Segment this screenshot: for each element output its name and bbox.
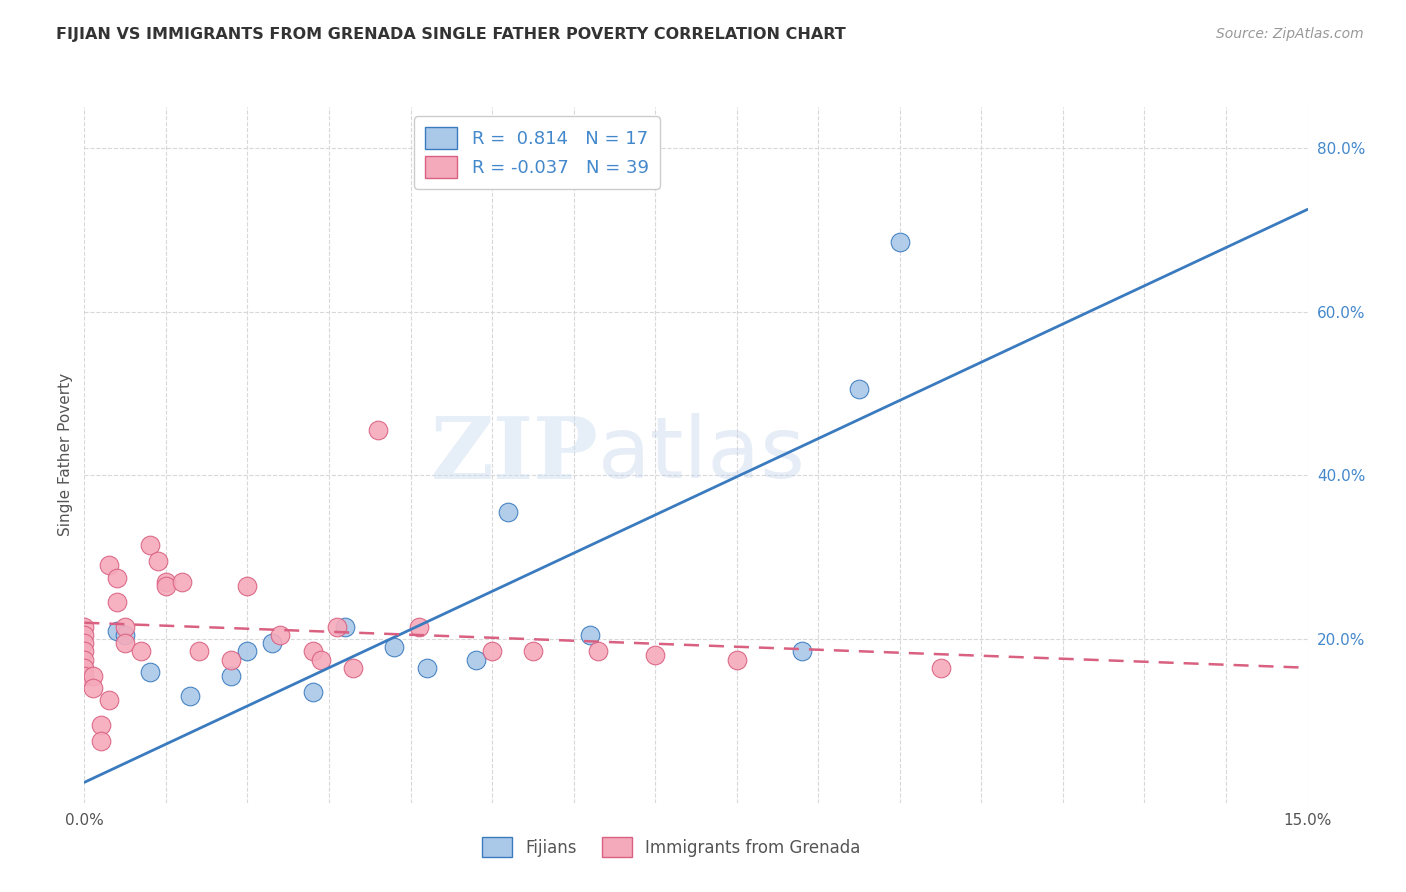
Point bbox=[73, 628, 96, 642]
Point bbox=[73, 661, 96, 675]
Point bbox=[114, 628, 136, 642]
Point bbox=[105, 571, 128, 585]
Point bbox=[498, 505, 520, 519]
Point bbox=[522, 644, 544, 658]
Point bbox=[82, 681, 104, 696]
Point bbox=[848, 383, 870, 397]
Legend: Fijians, Immigrants from Grenada: Fijians, Immigrants from Grenada bbox=[475, 830, 868, 864]
Point bbox=[179, 690, 201, 704]
Point bbox=[105, 595, 128, 609]
Point bbox=[464, 652, 486, 666]
Point bbox=[725, 652, 748, 666]
Point bbox=[301, 685, 323, 699]
Text: ZIP: ZIP bbox=[430, 413, 598, 497]
Point bbox=[579, 628, 602, 642]
Point bbox=[138, 538, 160, 552]
Y-axis label: Single Father Poverty: Single Father Poverty bbox=[58, 374, 73, 536]
Point bbox=[219, 669, 242, 683]
Point bbox=[138, 665, 160, 679]
Point bbox=[187, 644, 209, 658]
Point bbox=[408, 620, 430, 634]
Point bbox=[73, 644, 96, 658]
Point bbox=[73, 652, 96, 666]
Point bbox=[326, 620, 349, 634]
Point bbox=[301, 644, 323, 658]
Point bbox=[367, 423, 389, 437]
Point bbox=[382, 640, 405, 655]
Point bbox=[219, 652, 242, 666]
Point bbox=[260, 636, 283, 650]
Point bbox=[929, 661, 952, 675]
Point bbox=[90, 718, 112, 732]
Point bbox=[236, 579, 259, 593]
Point bbox=[644, 648, 666, 663]
Point bbox=[73, 620, 96, 634]
Point bbox=[586, 644, 609, 658]
Point bbox=[131, 644, 153, 658]
Point bbox=[155, 579, 177, 593]
Point bbox=[269, 628, 291, 642]
Point bbox=[155, 574, 177, 589]
Point bbox=[790, 644, 813, 658]
Point bbox=[97, 693, 120, 707]
Point bbox=[73, 669, 96, 683]
Point bbox=[889, 235, 911, 249]
Point bbox=[146, 554, 169, 568]
Point bbox=[73, 636, 96, 650]
Point bbox=[105, 624, 128, 638]
Point bbox=[114, 636, 136, 650]
Point bbox=[236, 644, 259, 658]
Point bbox=[114, 620, 136, 634]
Text: FIJIAN VS IMMIGRANTS FROM GRENADA SINGLE FATHER POVERTY CORRELATION CHART: FIJIAN VS IMMIGRANTS FROM GRENADA SINGLE… bbox=[56, 27, 846, 42]
Text: Source: ZipAtlas.com: Source: ZipAtlas.com bbox=[1216, 27, 1364, 41]
Point bbox=[90, 734, 112, 748]
Text: atlas: atlas bbox=[598, 413, 806, 497]
Point bbox=[342, 661, 364, 675]
Point bbox=[82, 669, 104, 683]
Point bbox=[97, 558, 120, 573]
Point bbox=[172, 574, 194, 589]
Point bbox=[309, 652, 332, 666]
Point bbox=[416, 661, 439, 675]
Point bbox=[335, 620, 357, 634]
Point bbox=[481, 644, 503, 658]
